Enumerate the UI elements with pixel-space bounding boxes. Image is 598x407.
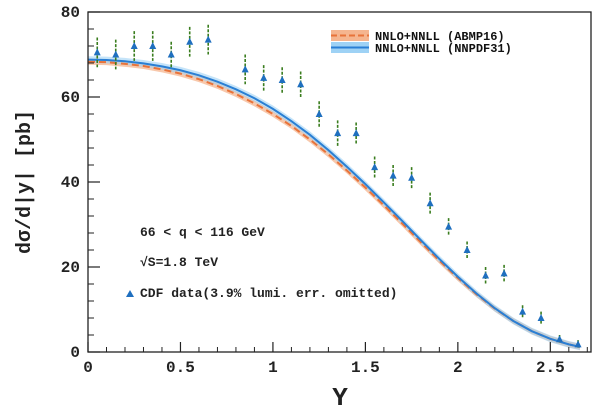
triangle-marker: [371, 163, 379, 171]
x-tick-label: 2.5: [536, 359, 565, 377]
triangle-marker: [149, 42, 157, 49]
triangle-marker: [445, 222, 453, 230]
data-point: [556, 335, 564, 344]
data-point: [352, 122, 360, 144]
triangle-marker: [500, 269, 508, 277]
triangle-marker: [574, 340, 582, 348]
tick-layer: 0 0.5 1 1.5 2 2.5 0 20 40 60 80: [61, 4, 588, 377]
triangle-marker: [93, 48, 101, 56]
triangle-marker: [241, 65, 249, 73]
data-point: [130, 31, 138, 61]
y-tick-label: 0: [70, 344, 80, 362]
y-tick-label: 80: [61, 4, 80, 22]
data-point: [186, 26, 194, 57]
data-point: [463, 241, 471, 259]
triangle-marker: [186, 37, 194, 45]
data-point: [408, 167, 416, 189]
curve-nnlo-nnll-nnpdf31: [87, 58, 581, 348]
y-axis-label: dσ/d|y| [pb]: [14, 110, 37, 254]
data-point: [149, 31, 157, 61]
triangle-marker: [426, 199, 434, 207]
data-point: [389, 165, 397, 187]
data-point: [204, 24, 212, 55]
x-tick-label: 1: [268, 359, 278, 377]
data-point: [167, 41, 175, 68]
legend-label-cdf: CDF data(3.9% lumi. err. omitted): [140, 286, 397, 301]
data-point: [93, 37, 101, 68]
data-point: [519, 305, 527, 318]
triangle-marker: [556, 335, 564, 343]
annotation-energy: √S=1.8 TeV: [140, 255, 218, 270]
data-point: [426, 192, 434, 214]
curve-layer: [87, 58, 581, 348]
triangle-marker: [334, 129, 342, 137]
triangle-marker: [278, 76, 286, 83]
triangle-marker: [352, 129, 360, 137]
triangle-marker: [537, 314, 545, 321]
data-point: [112, 39, 120, 70]
triangle-marker: [482, 271, 490, 279]
data-point: [260, 65, 268, 91]
triangle-marker: [408, 173, 416, 181]
triangle-marker: [315, 110, 323, 117]
triangle-marker: [297, 80, 305, 88]
data-point: [574, 340, 582, 349]
x-tick-label: 1.5: [351, 359, 380, 377]
y-tick-label: 60: [61, 89, 80, 107]
legend: NNLO+NNLL (ABMP16) NNLO+NNLL (NNPDF31): [331, 30, 512, 56]
data-point: [445, 218, 453, 236]
x-tick-label: 0.5: [166, 359, 195, 377]
data-point: [537, 311, 545, 325]
x-tick-label: 0: [83, 359, 93, 377]
annotation-mass-range: 66 < q < 116 GeV: [140, 225, 265, 240]
data-point: [500, 264, 508, 282]
triangle-marker: [130, 42, 138, 49]
y-tick-label: 20: [61, 259, 80, 277]
data-point: [482, 267, 490, 284]
legend-cdf-entry: CDF data(3.9% lumi. err. omitted): [126, 286, 397, 301]
x-axis-label: Y: [332, 383, 348, 407]
legend-label-abmp16: NNLO+NNLL (ABMP16): [375, 30, 505, 44]
triangle-marker: [463, 246, 471, 253]
data-point-layer: [93, 24, 582, 349]
triangle-marker: [519, 307, 527, 315]
data-point: [371, 156, 379, 178]
data-point: [297, 71, 305, 97]
triangle-marker: [260, 73, 268, 81]
data-point: [334, 120, 342, 146]
y-tick-label: 40: [61, 174, 80, 192]
triangle-marker: [167, 50, 175, 58]
triangle-marker: [389, 171, 397, 179]
triangle-marker: [204, 35, 212, 43]
data-point: [278, 67, 286, 93]
triangle-marker: [112, 50, 120, 58]
legend-label-nnpdf31: NNLO+NNLL (NNPDF31): [375, 42, 512, 56]
data-point: [241, 54, 249, 85]
legend-cdf-marker: [126, 290, 134, 297]
x-tick-label: 2: [453, 359, 463, 377]
data-point: [315, 101, 323, 127]
